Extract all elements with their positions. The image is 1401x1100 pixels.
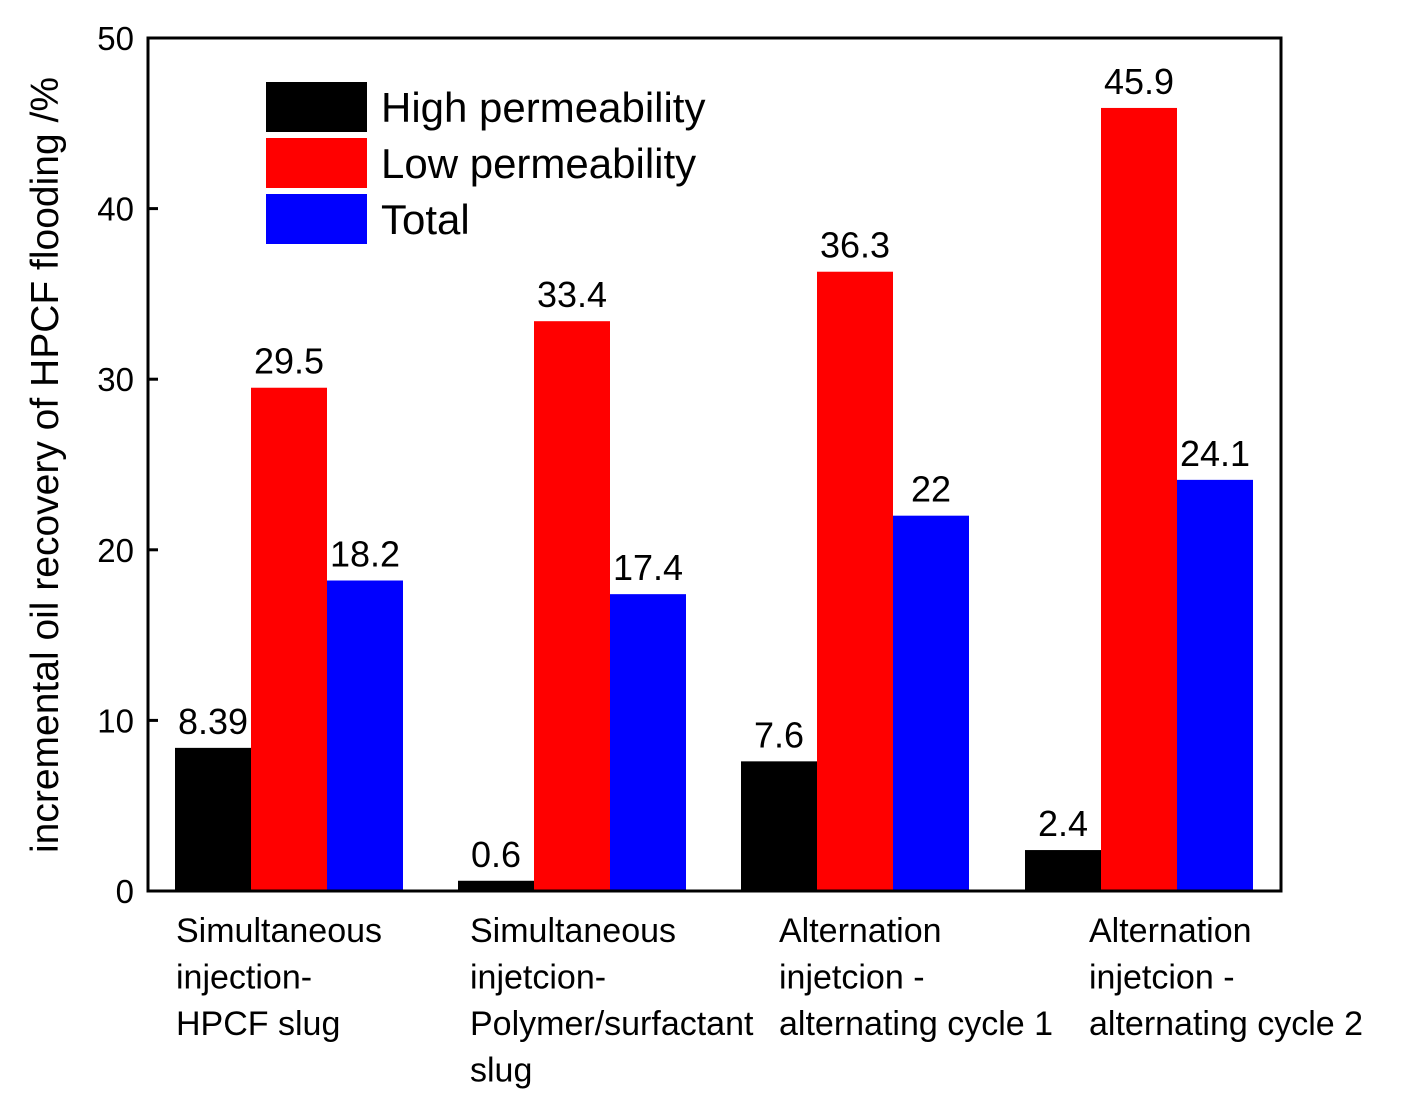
data-label: 7.6 [754,714,804,755]
category-label: Simultaneous injetcion- Polymer/surfactant… [470,912,754,1090]
category-label-line: slug [470,1052,532,1090]
category-label-line: injection- [176,959,312,997]
data-label: 33.4 [537,274,607,315]
category-label: Alternation injetcion - alternating cycle … [779,912,1053,1043]
bar-high-permeability-3 [741,761,817,891]
y-tick-label: 30 [97,361,134,398]
plot-frame [146,36,1283,893]
category-label-line: Alternation [1089,912,1252,950]
category-label-line: Simultaneous [470,912,676,950]
bar-total-4 [1177,479,1253,891]
bar-low-permeability-1 [251,387,327,891]
axes-layer: 0 10 20 30 40 50 Simultaneous injection- HPCF sl… [97,20,1363,1090]
legend-label: Total [381,196,470,243]
data-label: 8.39 [178,701,248,742]
category-label-line: injetcion- [470,959,606,997]
bar-total-2 [610,594,686,891]
y-tick-label: 50 [97,20,134,57]
y-tick-label: 10 [97,702,134,739]
bar-total-3 [893,515,969,891]
category-label-line: Alternation [779,912,942,950]
category-label-line: Polymer/surfactant [470,1005,754,1043]
category-label: Simultaneous injection- HPCF slug [176,912,382,1043]
bars-layer [175,107,1253,892]
data-label: 2.4 [1038,803,1088,844]
data-label: 29.5 [254,341,324,382]
bar-low-permeability-2 [534,321,610,891]
legend-label: Low permeability [381,140,696,187]
legend-swatch [266,138,367,188]
category-label-line: alternating cycle 2 [1089,1005,1363,1043]
bar-total-1 [327,580,403,891]
data-label: 36.3 [820,225,890,266]
y-tick-label: 40 [97,191,134,228]
category-label-line: HPCF slug [176,1005,340,1043]
legend: High permeability Low permeability Total [266,82,705,244]
category-label: Alternation injetcion - alternating cycle … [1089,912,1363,1043]
legend-swatch [266,82,367,132]
category-label-line: injetcion - [779,959,925,997]
data-label: 0.6 [471,834,521,875]
y-axis-label: incremental oil recovery of HPCF floodin… [24,77,67,853]
data-label: 17.4 [613,547,683,588]
bar-low-permeability-4 [1101,107,1177,892]
data-label: 18.2 [330,534,400,575]
bar-low-permeability-3 [817,271,893,891]
data-label: 45.9 [1104,61,1174,102]
category-label-line: injetcion - [1089,959,1235,997]
y-tick-label: 0 [116,873,134,910]
category-label-line: alternating cycle 1 [779,1005,1053,1043]
legend-swatch [266,194,367,244]
bar-high-permeability-4 [1025,850,1101,891]
y-tick-label: 20 [97,532,134,569]
bar-high-permeability-2 [458,880,534,891]
data-label: 24.1 [1180,433,1250,474]
legend-label: High permeability [381,84,705,131]
data-label: 22 [911,469,951,510]
bar-high-permeability-1 [175,747,251,891]
category-label-line: Simultaneous [176,912,382,950]
labels-layer: 8.39 0.6 7.6 2.4 29.5 33.4 36.3 45.9 18.2 17.4 22 2… [178,61,1250,875]
